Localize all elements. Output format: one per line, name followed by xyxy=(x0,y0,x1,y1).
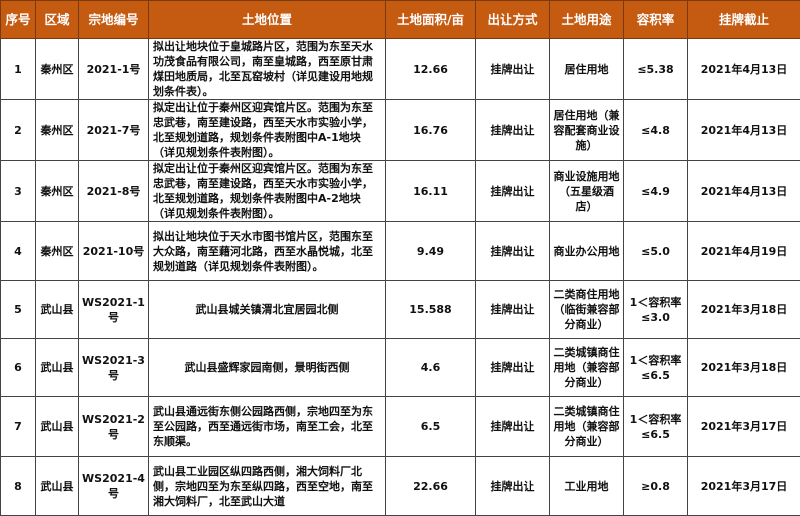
cell-size: 16.76 xyxy=(386,100,476,161)
cell-method: 挂牌出让 xyxy=(476,161,550,222)
header-deadline: 挂牌截止 xyxy=(688,1,800,39)
cell-deadline: 2021年4月13日 xyxy=(688,39,800,100)
header-no: 序号 xyxy=(1,1,36,39)
cell-no: 1 xyxy=(1,39,36,100)
cell-code: 2021-7号 xyxy=(79,100,149,161)
cell-no: 8 xyxy=(1,457,36,516)
cell-method: 挂牌出让 xyxy=(476,281,550,339)
cell-location: 武山县盛辉家园南侧，景明街西侧 xyxy=(149,339,386,397)
cell-location: 拟定出让位于秦州区迎宾馆片区。范围为东至忠武巷，南至建设路，西至天水市实验小学，… xyxy=(149,100,386,161)
cell-use: 商业设施用地（五星级酒店） xyxy=(550,161,624,222)
cell-location: 武山县工业园区纵四路西侧，湘大饲料厂北侧，宗地四至为东至纵四路，西至空地，南至湘… xyxy=(149,457,386,516)
cell-location: 拟出让地块位于皇城路片区，范围为东至天水功茂食品有限公司，南至皇城路，西至原甘肃… xyxy=(149,39,386,100)
header-row: 序号 区域 宗地编号 土地位置 土地面积/亩 出让方式 土地用途 容积率 挂牌截… xyxy=(1,1,800,39)
header-location: 土地位置 xyxy=(149,1,386,39)
header-use: 土地用途 xyxy=(550,1,624,39)
cell-no: 4 xyxy=(1,222,36,281)
cell-deadline: 2021年4月19日 xyxy=(688,222,800,281)
cell-area: 秦州区 xyxy=(36,222,79,281)
header-far: 容积率 xyxy=(624,1,688,39)
cell-code: WS2021-2号 xyxy=(79,397,149,457)
cell-use: 二类城镇商住用地（兼容部分商业） xyxy=(550,397,624,457)
cell-deadline: 2021年4月13日 xyxy=(688,161,800,222)
cell-use: 商业办公用地 xyxy=(550,222,624,281)
cell-far: 1＜容积率≤6.5 xyxy=(624,397,688,457)
cell-size: 16.11 xyxy=(386,161,476,222)
cell-use: 居住用地（兼容配套商业设施） xyxy=(550,100,624,161)
cell-far: ≤4.9 xyxy=(624,161,688,222)
header-method: 出让方式 xyxy=(476,1,550,39)
cell-area: 武山县 xyxy=(36,339,79,397)
cell-no: 7 xyxy=(1,397,36,457)
cell-deadline: 2021年4月13日 xyxy=(688,100,800,161)
cell-no: 6 xyxy=(1,339,36,397)
cell-far: ≤4.8 xyxy=(624,100,688,161)
cell-no: 2 xyxy=(1,100,36,161)
cell-size: 22.66 xyxy=(386,457,476,516)
header-size: 土地面积/亩 xyxy=(386,1,476,39)
cell-area: 武山县 xyxy=(36,457,79,516)
cell-method: 挂牌出让 xyxy=(476,222,550,281)
cell-method: 挂牌出让 xyxy=(476,457,550,516)
cell-code: WS2021-1号 xyxy=(79,281,149,339)
cell-far: 1＜容积率≤3.0 xyxy=(624,281,688,339)
header-area: 区域 xyxy=(36,1,79,39)
cell-no: 3 xyxy=(1,161,36,222)
cell-location: 武山县通远街东侧公园路西侧，宗地四至为东至公园路，西至通远街市场，南至工会，北至… xyxy=(149,397,386,457)
cell-size: 4.6 xyxy=(386,339,476,397)
cell-use: 二类商住用地（临街兼容部分商业） xyxy=(550,281,624,339)
cell-use: 工业用地 xyxy=(550,457,624,516)
cell-size: 12.66 xyxy=(386,39,476,100)
cell-far: ≤5.38 xyxy=(624,39,688,100)
header-code: 宗地编号 xyxy=(79,1,149,39)
cell-area: 秦州区 xyxy=(36,100,79,161)
cell-method: 挂牌出让 xyxy=(476,397,550,457)
cell-code: WS2021-4号 xyxy=(79,457,149,516)
cell-method: 挂牌出让 xyxy=(476,39,550,100)
cell-area: 秦州区 xyxy=(36,161,79,222)
cell-deadline: 2021年3月18日 xyxy=(688,281,800,339)
cell-deadline: 2021年3月17日 xyxy=(688,397,800,457)
cell-far: ≤5.0 xyxy=(624,222,688,281)
cell-code: 2021-8号 xyxy=(79,161,149,222)
cell-use: 二类城镇商住用地（兼容部分商业） xyxy=(550,339,624,397)
cell-size: 15.588 xyxy=(386,281,476,339)
cell-far: ≥0.8 xyxy=(624,457,688,516)
cell-location: 拟出让地块位于天水市图书馆片区，范围东至大众路，南至藉河北路，西至水晶悦城，北至… xyxy=(149,222,386,281)
cell-far: 1＜容积率≤6.5 xyxy=(624,339,688,397)
cell-method: 挂牌出让 xyxy=(476,100,550,161)
cell-size: 6.5 xyxy=(386,397,476,457)
cell-code: WS2021-3号 xyxy=(79,339,149,397)
cell-deadline: 2021年3月17日 xyxy=(688,457,800,516)
cell-size: 9.49 xyxy=(386,222,476,281)
cell-area: 秦州区 xyxy=(36,39,79,100)
cell-area: 武山县 xyxy=(36,281,79,339)
cell-use: 居住用地 xyxy=(550,39,624,100)
cell-deadline: 2021年3月18日 xyxy=(688,339,800,397)
cell-no: 5 xyxy=(1,281,36,339)
cell-location: 武山县城关镇渭北宜居园北侧 xyxy=(149,281,386,339)
cell-location: 拟定出让位于秦州区迎宾馆片区。范围为东至忠武巷，南至建设路，西至天水市实验小学，… xyxy=(149,161,386,222)
cell-method: 挂牌出让 xyxy=(476,339,550,397)
cell-area: 武山县 xyxy=(36,397,79,457)
cell-code: 2021-10号 xyxy=(79,222,149,281)
cell-code: 2021-1号 xyxy=(79,39,149,100)
